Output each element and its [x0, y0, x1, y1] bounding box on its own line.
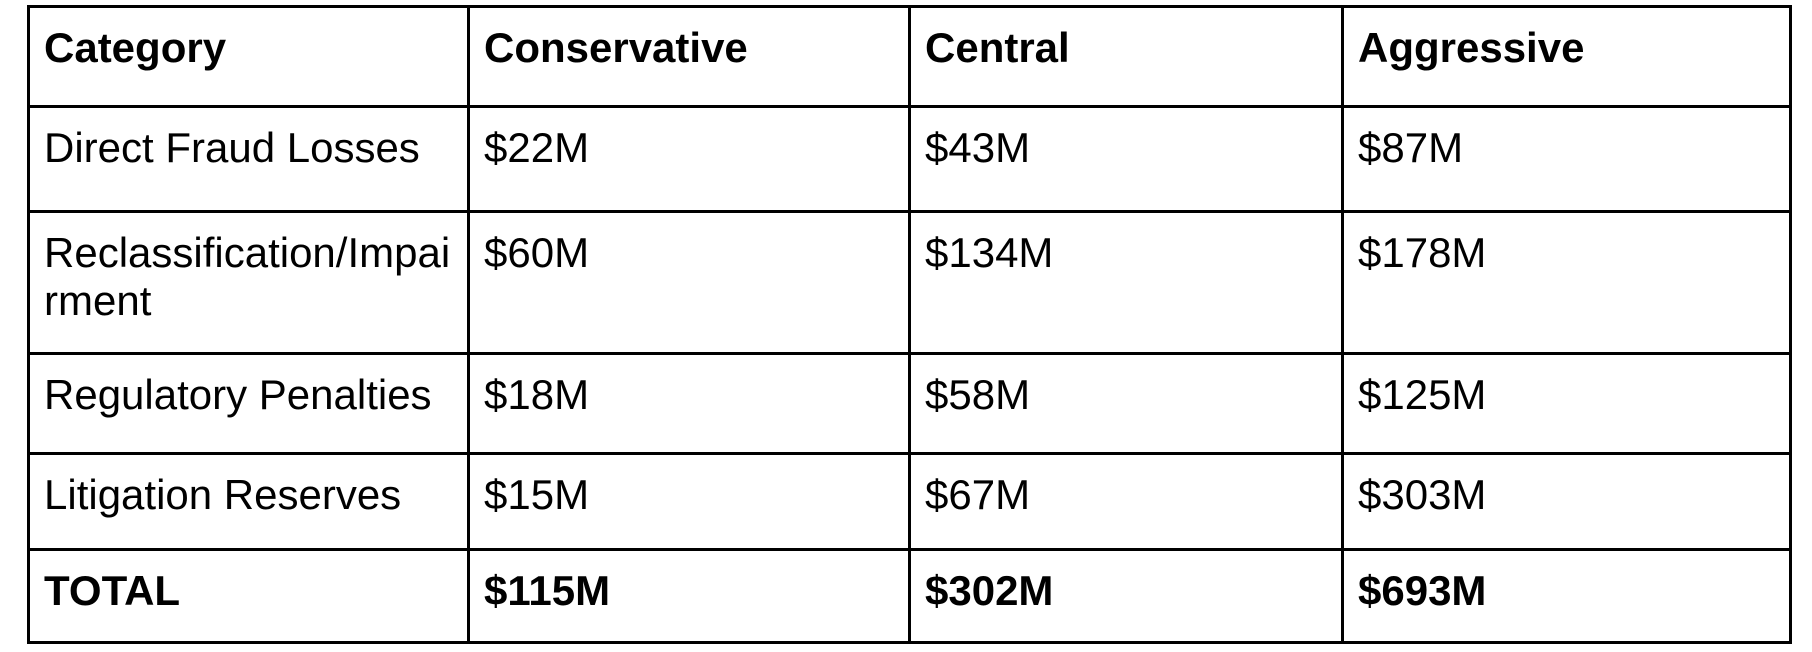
header-cell-aggressive: Aggressive: [1341, 5, 1792, 108]
cell-aggressive: $178M: [1341, 210, 1792, 355]
table-row-total: TOTAL $115M $302M $693M: [27, 548, 1792, 644]
loss-scenario-table: Category Conservative Central Aggressive…: [27, 5, 1792, 644]
cell-conservative: $18M: [467, 352, 911, 455]
cell-conservative: $22M: [467, 105, 911, 213]
header-cell-conservative: Conservative: [467, 5, 911, 108]
cell-central-total: $302M: [908, 548, 1344, 644]
header-cell-category: Category: [27, 5, 470, 108]
cell-conservative-total: $115M: [467, 548, 911, 644]
table-row-direct-fraud-losses: Direct Fraud Losses $22M $43M $87M: [27, 105, 1792, 213]
cell-category: Regulatory Penalties: [27, 352, 470, 455]
cell-central: $134M: [908, 210, 1344, 355]
cell-conservative: $15M: [467, 452, 911, 551]
cell-aggressive-total: $693M: [1341, 548, 1792, 644]
cell-central: $58M: [908, 352, 1344, 455]
cell-aggressive: $125M: [1341, 352, 1792, 455]
header-cell-central: Central: [908, 5, 1344, 108]
cell-category: Reclassification/Impairment: [27, 210, 470, 355]
table-row-litigation-reserves: Litigation Reserves $15M $67M $303M: [27, 452, 1792, 551]
table-row-regulatory-penalties: Regulatory Penalties $18M $58M $125M: [27, 352, 1792, 455]
table-row-reclassification-impairment: Reclassification/Impairment $60M $134M $…: [27, 210, 1792, 355]
cell-aggressive: $87M: [1341, 105, 1792, 213]
cell-category-total: TOTAL: [27, 548, 470, 644]
cell-conservative: $60M: [467, 210, 911, 355]
cell-central: $67M: [908, 452, 1344, 551]
table-header-row: Category Conservative Central Aggressive: [27, 5, 1792, 108]
cell-category: Litigation Reserves: [27, 452, 470, 551]
cell-aggressive: $303M: [1341, 452, 1792, 551]
cell-category: Direct Fraud Losses: [27, 105, 470, 213]
cell-central: $43M: [908, 105, 1344, 213]
